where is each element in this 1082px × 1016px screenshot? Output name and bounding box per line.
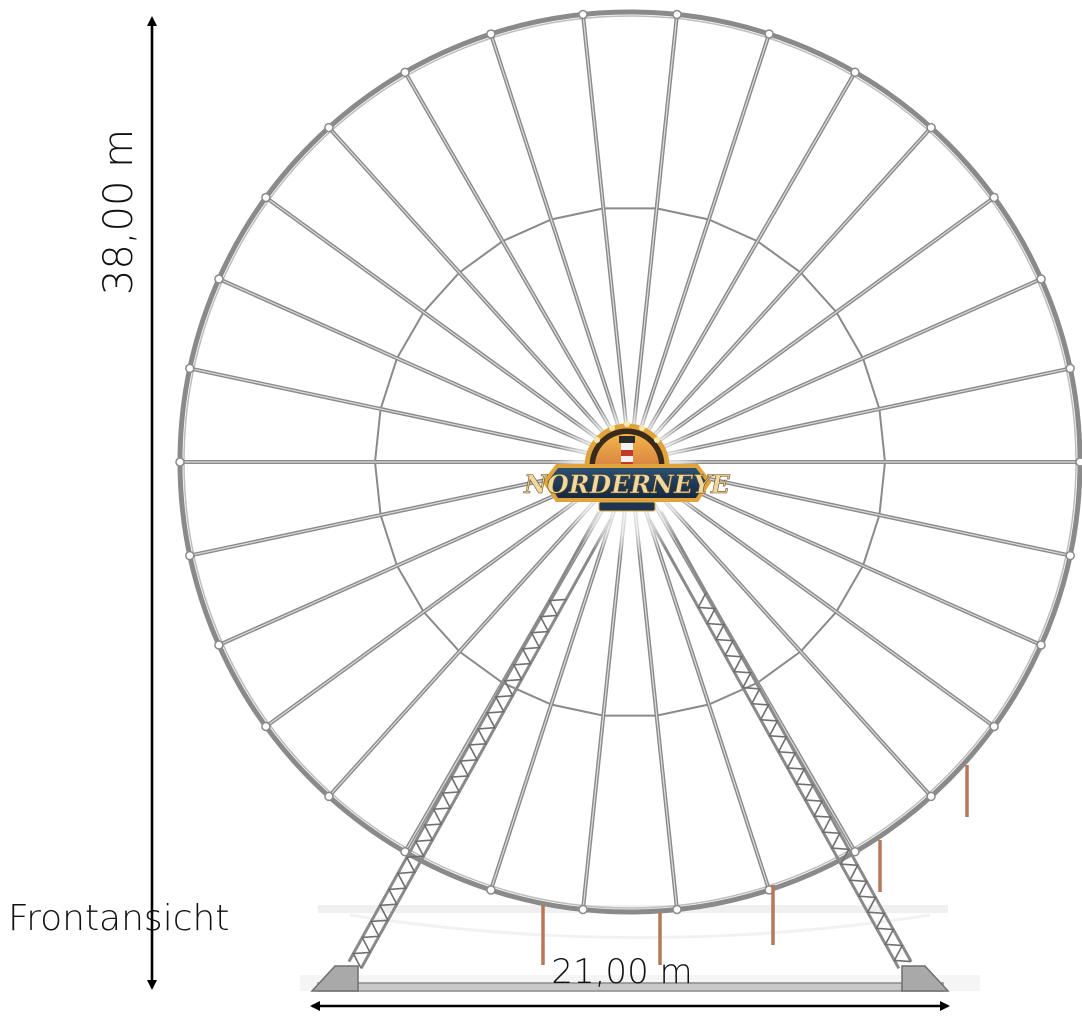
leg-lattice [352, 598, 567, 969]
support-legs [347, 510, 913, 970]
rim-joint [261, 721, 271, 732]
rim-joint [764, 29, 774, 39]
spoke-highlight [582, 14, 631, 463]
rim-joint [1065, 363, 1075, 374]
rim-joint [1075, 457, 1082, 467]
hub-logo: NORDERNEYE [523, 402, 731, 558]
spoke-highlight [265, 197, 631, 463]
rim-joint [214, 640, 224, 650]
width-label: 21,00 m [551, 952, 692, 992]
height-label: 38,00 m [96, 129, 142, 295]
rim-joint [672, 9, 682, 20]
spoke-highlight [490, 33, 631, 463]
leg-chord [647, 517, 901, 970]
spoke-highlight [328, 127, 631, 463]
rim-joint [324, 122, 334, 133]
rim-joint [175, 457, 185, 467]
leg-chord [347, 510, 601, 963]
bulb-ring-icon [594, 421, 660, 443]
rim-joint [578, 9, 588, 20]
rim-joint [400, 67, 410, 78]
anchor-rods [541, 765, 969, 965]
rim-joint [989, 721, 999, 732]
view-label: Frontansicht [8, 898, 229, 939]
rim-joint [672, 904, 682, 915]
spoke-highlight [404, 71, 631, 463]
rim-joint [324, 791, 334, 802]
rim-joint [214, 274, 224, 284]
rim-joint [578, 904, 588, 915]
wheel-structure [175, 9, 1082, 915]
rim-joint [261, 192, 271, 203]
spoke-highlight [629, 71, 856, 463]
width-dimension: 21,00 m [310, 952, 950, 1011]
leg-lattice [697, 592, 912, 963]
spoke-highlight [629, 367, 1071, 463]
left-leg [347, 510, 613, 970]
rim-joint [850, 67, 860, 78]
spoke-highlight [629, 127, 932, 463]
rim-joint [486, 29, 496, 39]
spoke-highlight [629, 278, 1042, 463]
spoke-highlight [218, 278, 631, 463]
rim-joint [926, 791, 936, 802]
rim-joint [926, 122, 936, 133]
spoke-highlight [629, 197, 995, 463]
rim-joint [1036, 640, 1046, 650]
height-dimension: 38,00 m [96, 15, 157, 990]
right-leg [647, 510, 913, 970]
rim-joint [486, 885, 496, 895]
base-beam [310, 965, 950, 992]
logo-title: NORDERNEYE [523, 470, 731, 499]
spoke-highlight [629, 14, 678, 463]
rim-joint [1036, 274, 1046, 284]
rim-joint [989, 192, 999, 203]
rim-joint [185, 550, 195, 561]
spoke-highlight [629, 33, 770, 463]
rim-joint [185, 363, 195, 374]
rim-joint [1065, 550, 1075, 561]
